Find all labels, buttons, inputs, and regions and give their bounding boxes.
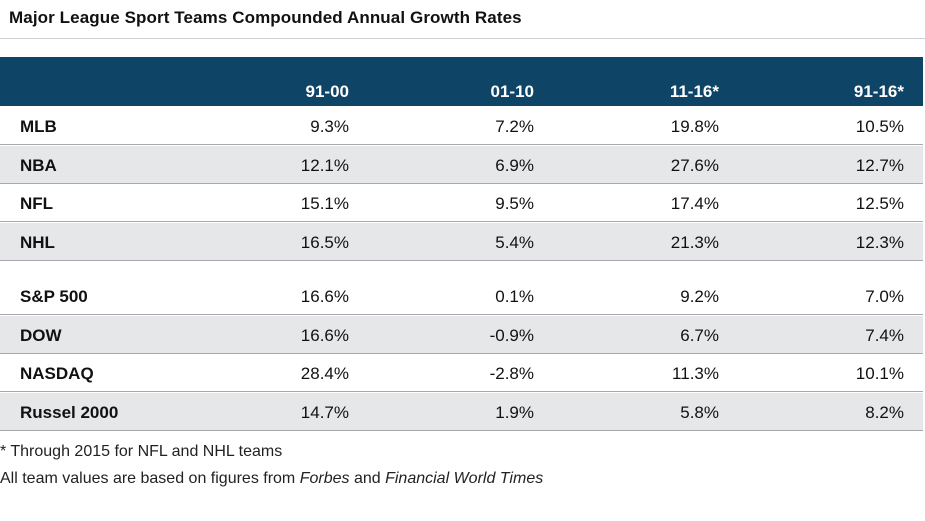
table-row: NHL 16.5% 5.4% 21.3% 12.3% [0, 222, 923, 261]
footnote-through-2015: * Through 2015 for NFL and NHL teams [0, 443, 283, 460]
table-cell: 6.7% [680, 325, 719, 345]
row-label: Russel 2000 [20, 402, 119, 422]
row-label: DOW [20, 325, 62, 345]
table-cell: 7.4% [865, 325, 904, 345]
table-cell: 11.3% [672, 364, 719, 383]
table-cell: 7.0% [865, 287, 904, 306]
table-cell: 10.1% [855, 364, 904, 383]
table-row: NASDAQ 28.4% -2.8% 11.3% 10.1% [0, 354, 923, 392]
table-cell: 9.3% [310, 117, 349, 136]
table-cell: 1.9% [495, 402, 534, 422]
table-cell: 19.8% [670, 117, 719, 136]
row-label: NASDAQ [20, 364, 94, 383]
table-cell: 16.6% [300, 325, 349, 345]
table-cell: 28.4% [300, 364, 349, 383]
table-cell: 9.2% [680, 287, 719, 306]
table-cell: 12.5% [855, 194, 904, 213]
row-label: NFL [20, 194, 54, 213]
row-label: S&P 500 [20, 287, 88, 306]
table-cell: 10.5% [855, 117, 904, 136]
table-cell: 9.5% [495, 194, 534, 213]
table-cell: 14.7% [300, 402, 349, 422]
table-cell: 5.4% [495, 232, 534, 252]
table-cell: 15.1% [300, 194, 349, 213]
footnote-sources-middle: and [349, 470, 386, 487]
table-header [0, 57, 923, 106]
table-row: Russel 2000 14.7% 1.9% 5.8% 8.2% [0, 392, 923, 431]
table-cell: 12.3% [855, 232, 904, 252]
table-cell: 12.1% [300, 155, 349, 175]
footnote-source-fwt: Financial World Times [385, 470, 544, 487]
row-label: NHL [20, 232, 55, 252]
footnote-sources: All team values are based on figures fro… [0, 470, 543, 488]
table-cell: 0.1% [495, 287, 534, 306]
table-cell: 16.6% [300, 287, 349, 306]
table-cell: 5.8% [680, 402, 719, 422]
table-cell: 7.2% [495, 117, 534, 136]
table-cell: 21.3% [670, 232, 719, 252]
table-row: NBA 12.1% 6.9% 27.6% 12.7% [0, 145, 923, 184]
table-row: MLB 9.3% 7.2% 19.8% 10.5% [0, 107, 923, 145]
table-row: NFL 15.1% 9.5% 17.4% 12.5% [0, 184, 923, 222]
footnote-sources-prefix: All team values are based on figures fro… [0, 470, 300, 487]
column-header-11-16: 11-16* [669, 82, 719, 101]
title-divider [0, 38, 925, 39]
table-cell: 16.5% [300, 232, 349, 252]
column-header-91-00: 91-00 [305, 82, 349, 101]
footnote-source-forbes: Forbes [299, 470, 350, 487]
table-cell: 12.7% [855, 155, 904, 175]
column-header-01-10: 01-10 [490, 82, 534, 101]
row-label: MLB [20, 117, 57, 136]
table-cell: 17.4% [670, 194, 719, 213]
table-title: Major League Sport Teams Compounded Annu… [9, 8, 522, 27]
table-cell: 8.2% [865, 402, 904, 422]
column-header-91-16: 91-16* [853, 82, 904, 101]
table-cell: -0.9% [489, 325, 534, 345]
table-row: DOW 16.6% -0.9% 6.7% 7.4% [0, 315, 923, 354]
table-cell: 6.9% [495, 155, 534, 175]
row-label: NBA [20, 155, 57, 175]
table-cell: 27.6% [670, 155, 719, 175]
table-row: S&P 500 16.6% 0.1% 9.2% 7.0% [0, 277, 923, 315]
table-cell: -2.8% [489, 364, 534, 383]
